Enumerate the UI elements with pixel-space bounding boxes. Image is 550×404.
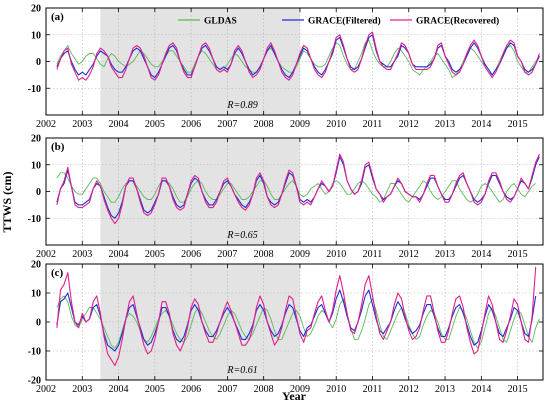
x-tick-label: 2010: [326, 119, 346, 130]
x-tick-label: 2002: [36, 119, 56, 130]
x-tick-label: 2003: [72, 249, 92, 260]
x-tick-label: 2002: [36, 384, 56, 395]
x-tick-label: 2003: [72, 119, 92, 130]
x-axis-label: Year: [282, 389, 307, 403]
y-tick-label: -10: [28, 214, 41, 225]
x-tick-label: 2004: [109, 119, 129, 130]
x-tick-label: 2005: [145, 119, 165, 130]
x-tick-label: 2014: [471, 384, 491, 395]
x-tick-label: 2014: [471, 119, 491, 130]
y-tick-label: -10: [28, 347, 41, 358]
y-tick-label: 0: [36, 318, 41, 329]
x-tick-label: 2012: [399, 249, 419, 260]
y-tick-label: -20: [28, 376, 41, 387]
x-tick-label: 2011: [363, 384, 383, 395]
x-tick-label: 2009: [290, 384, 310, 395]
y-tick-label: -10: [28, 84, 41, 95]
series-line-gracerecovered: [56, 31, 540, 81]
x-tick-label: 2008: [254, 119, 274, 130]
x-tick-label: 2015: [508, 249, 528, 260]
legend: GLDAS GRACE(Filtered) GRACE(Recovered): [178, 16, 499, 27]
x-tick-label: 2002: [36, 249, 56, 260]
x-tick-label: 2011: [363, 249, 383, 260]
y-axis-label: TTWS (cm): [0, 172, 14, 233]
x-tick-label: 2008: [254, 249, 274, 260]
x-tick-label: 2015: [508, 384, 528, 395]
x-tick-label: 2007: [217, 119, 237, 130]
x-tick-label: 2009: [290, 119, 310, 130]
x-tick-label: 2005: [145, 384, 165, 395]
panel-b: -10 0 10 20 2002 2003 2004 2005 2006 2007 2008 2009…: [28, 134, 544, 260]
x-tick-label: 2013: [435, 249, 455, 260]
correlation-label: R=0.89: [226, 100, 257, 111]
x-tick-label: 2009: [290, 249, 310, 260]
x-tick-label: 2007: [217, 249, 237, 260]
series-line-gracerecovered: [56, 153, 540, 225]
y-tick-label: 0: [36, 57, 41, 68]
legend-label: GLDAS: [204, 17, 237, 27]
panel-label: (b): [51, 141, 65, 153]
x-tick-label: 2004: [109, 249, 129, 260]
x-tick-label: 2013: [435, 119, 455, 130]
y-tick-label: 0: [36, 187, 41, 198]
y-tick-label: 20: [31, 134, 41, 145]
panel-label: (c): [51, 267, 64, 279]
x-tick-label: 2013: [435, 384, 455, 395]
x-tick-label: 2011: [363, 119, 383, 130]
x-tick-label: 2014: [471, 249, 491, 260]
x-tick-label: 2008: [254, 384, 274, 395]
panel-a: -10 0 10 20 2002 2003 2004 2005 2006 2007 2008 2009…: [28, 4, 544, 130]
x-tick-label: 2005: [145, 249, 165, 260]
legend-label: GRACE(Filtered): [308, 16, 381, 27]
x-tick-label: 2007: [217, 384, 237, 395]
x-tick-label: 2006: [181, 384, 201, 395]
x-tick-label: 2004: [109, 384, 129, 395]
x-tick-label: 2003: [72, 384, 92, 395]
series-line-gldas: [56, 295, 540, 349]
series-line-gracerecovered: [56, 266, 537, 367]
y-tick-label: 10: [31, 30, 41, 41]
x-tick-label: 2012: [399, 119, 419, 130]
panel-label: (a): [51, 11, 64, 23]
x-tick-label: 2010: [326, 384, 346, 395]
x-tick-label: 2015: [508, 119, 528, 130]
series-line-gracefiltered: [56, 289, 537, 352]
x-tick-label: 2006: [181, 249, 201, 260]
panel-c: -20 -10 0 10 20 2002 2003 2004 2005 2006 2007 2008 2…: [28, 260, 544, 395]
correlation-label: R=0.65: [226, 230, 257, 241]
y-tick-label: 20: [31, 260, 41, 271]
x-tick-label: 2012: [399, 384, 419, 395]
y-tick-label: 20: [31, 4, 41, 15]
correlation-label: R=0.61: [226, 365, 257, 376]
y-tick-label: 10: [31, 160, 41, 171]
legend-label: GRACE(Recovered): [416, 16, 499, 27]
x-tick-label: 2006: [181, 119, 201, 130]
x-tick-label: 2010: [326, 249, 346, 260]
y-tick-label: 10: [31, 289, 41, 300]
